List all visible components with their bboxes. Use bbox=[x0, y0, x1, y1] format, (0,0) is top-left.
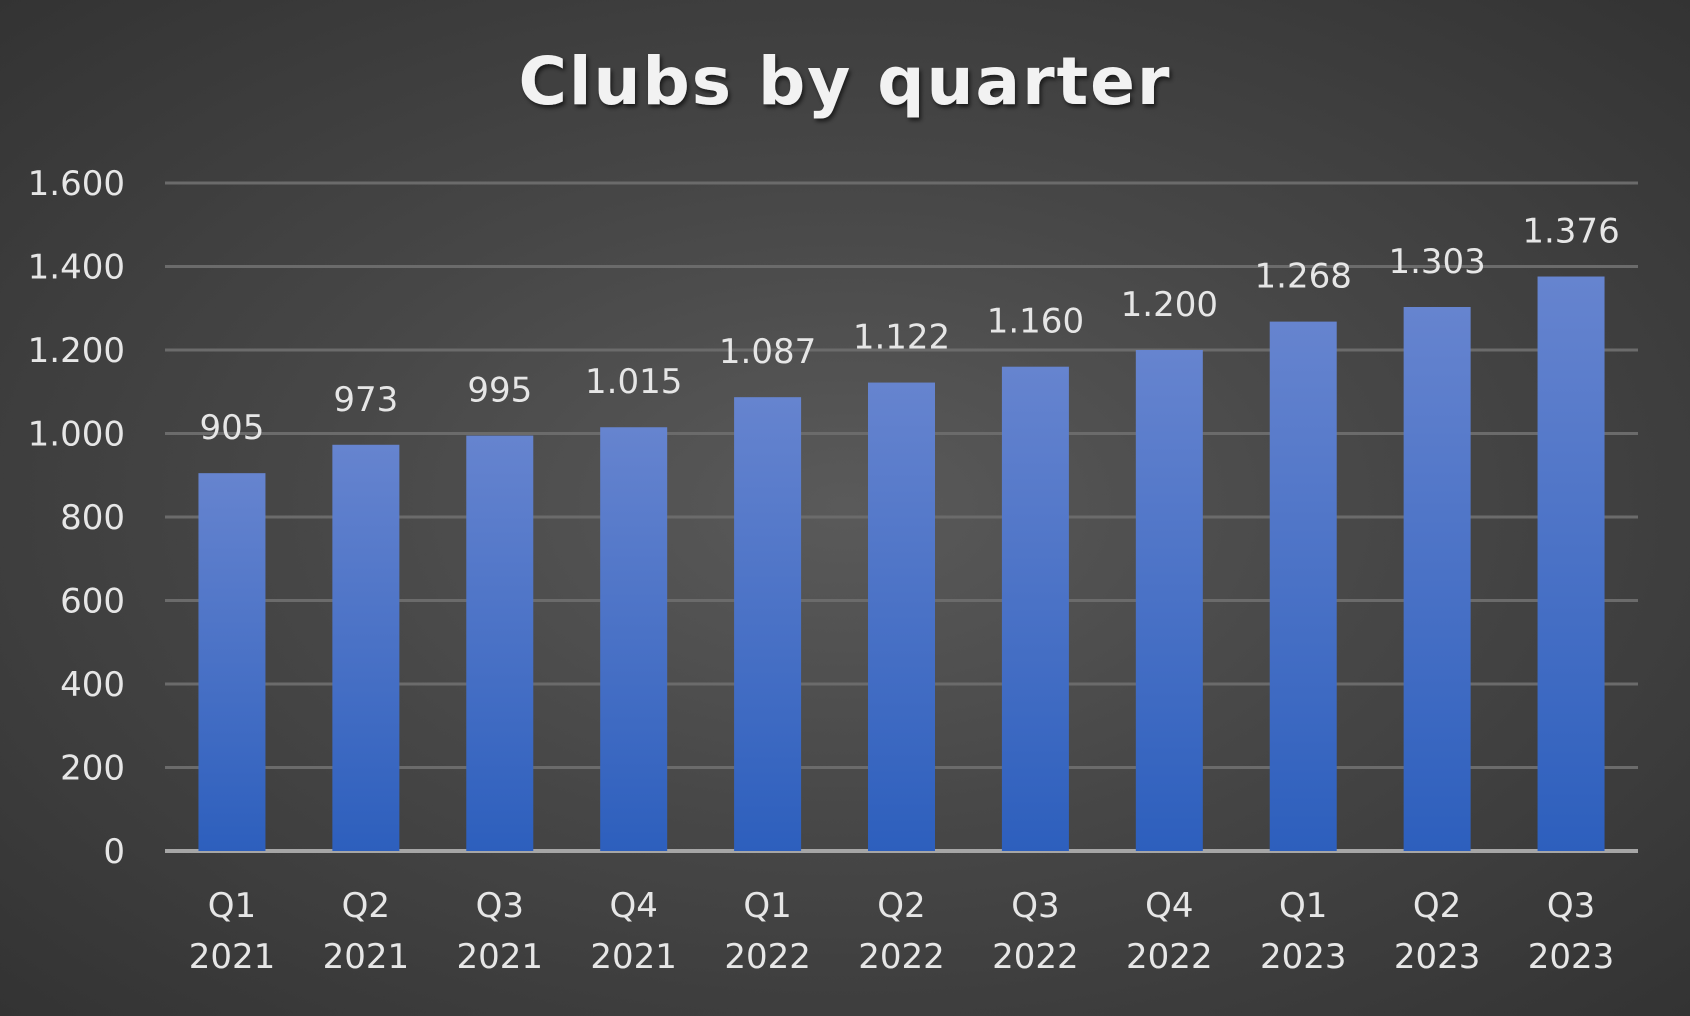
data-label: 1.268 bbox=[1255, 257, 1352, 297]
bar bbox=[466, 435, 534, 851]
y-tick-label: 600 bbox=[60, 582, 125, 622]
bar bbox=[868, 382, 935, 851]
data-label: 973 bbox=[333, 380, 398, 420]
x-tick-label-year: 2021 bbox=[457, 937, 544, 977]
y-tick-label: 400 bbox=[60, 665, 125, 705]
data-label: 1.087 bbox=[719, 332, 816, 372]
bar bbox=[1403, 306, 1471, 851]
bar bbox=[1135, 350, 1203, 851]
x-tick-label-quarter: Q1 bbox=[1279, 886, 1327, 926]
x-tick-label-year: 2022 bbox=[724, 937, 811, 977]
data-label: 1.303 bbox=[1388, 242, 1485, 282]
y-tick-label: 1.600 bbox=[28, 164, 125, 204]
bar bbox=[198, 473, 266, 851]
data-label: 1.015 bbox=[585, 362, 682, 402]
bar bbox=[332, 444, 400, 851]
data-label: 1.122 bbox=[853, 318, 950, 358]
x-tick-label-quarter: Q2 bbox=[877, 886, 925, 926]
x-tick-label-year: 2022 bbox=[992, 937, 1079, 977]
x-tick-label-year: 2021 bbox=[323, 937, 410, 977]
x-axis-ticks: Q1 2021 Q2 2021 Q3 2021 Q4 2021 Q1 2022 Q2 2022 Q3 20… bbox=[189, 886, 1615, 977]
x-tick-label-quarter: Q2 bbox=[1413, 886, 1461, 926]
y-tick-label: 1.200 bbox=[28, 331, 125, 371]
x-tick-label-quarter: Q3 bbox=[476, 886, 524, 926]
x-tick-label-year: 2023 bbox=[1260, 937, 1347, 977]
y-axis-ticks: 0 200 400 600 800 1.000 1.200 1.400 1.600 bbox=[28, 164, 125, 872]
chart-title: Clubs by quarter bbox=[519, 43, 1172, 120]
bar bbox=[1001, 366, 1069, 851]
y-tick-label: 200 bbox=[60, 749, 125, 789]
y-tick-label: 1.400 bbox=[28, 248, 125, 288]
x-tick-label-quarter: Q1 bbox=[743, 886, 791, 926]
x-tick-label-year: 2021 bbox=[189, 937, 276, 977]
bar bbox=[1269, 321, 1337, 851]
x-tick-label-year: 2021 bbox=[590, 937, 677, 977]
x-tick-label-quarter: Q1 bbox=[208, 886, 256, 926]
x-tick-label-year: 2023 bbox=[1528, 937, 1615, 977]
y-tick-label: 0 bbox=[103, 832, 125, 872]
x-tick-label-quarter: Q4 bbox=[609, 886, 657, 926]
y-tick-label: 1.000 bbox=[28, 415, 125, 455]
x-tick-label-quarter: Q2 bbox=[342, 886, 390, 926]
x-tick-label-quarter: Q3 bbox=[1011, 886, 1059, 926]
bar bbox=[1537, 276, 1605, 851]
bar bbox=[600, 427, 668, 851]
data-label: 995 bbox=[467, 371, 532, 411]
data-label: 905 bbox=[200, 408, 265, 448]
x-tick-label-year: 2022 bbox=[858, 937, 945, 977]
x-tick-label-quarter: Q4 bbox=[1145, 886, 1193, 926]
x-tick-label-year: 2022 bbox=[1126, 937, 1213, 977]
data-labels: 905 973 995 1.015 1.087 1.122 1.160 1.200 1.268 1… bbox=[200, 212, 1620, 449]
x-tick-label-quarter: Q3 bbox=[1547, 886, 1595, 926]
data-label: 1.376 bbox=[1522, 212, 1619, 252]
data-label: 1.200 bbox=[1121, 285, 1218, 325]
bars bbox=[198, 276, 1605, 851]
x-tick-label-year: 2023 bbox=[1394, 937, 1481, 977]
y-tick-label: 800 bbox=[60, 498, 125, 538]
data-label: 1.160 bbox=[987, 302, 1084, 342]
bar bbox=[734, 397, 802, 851]
